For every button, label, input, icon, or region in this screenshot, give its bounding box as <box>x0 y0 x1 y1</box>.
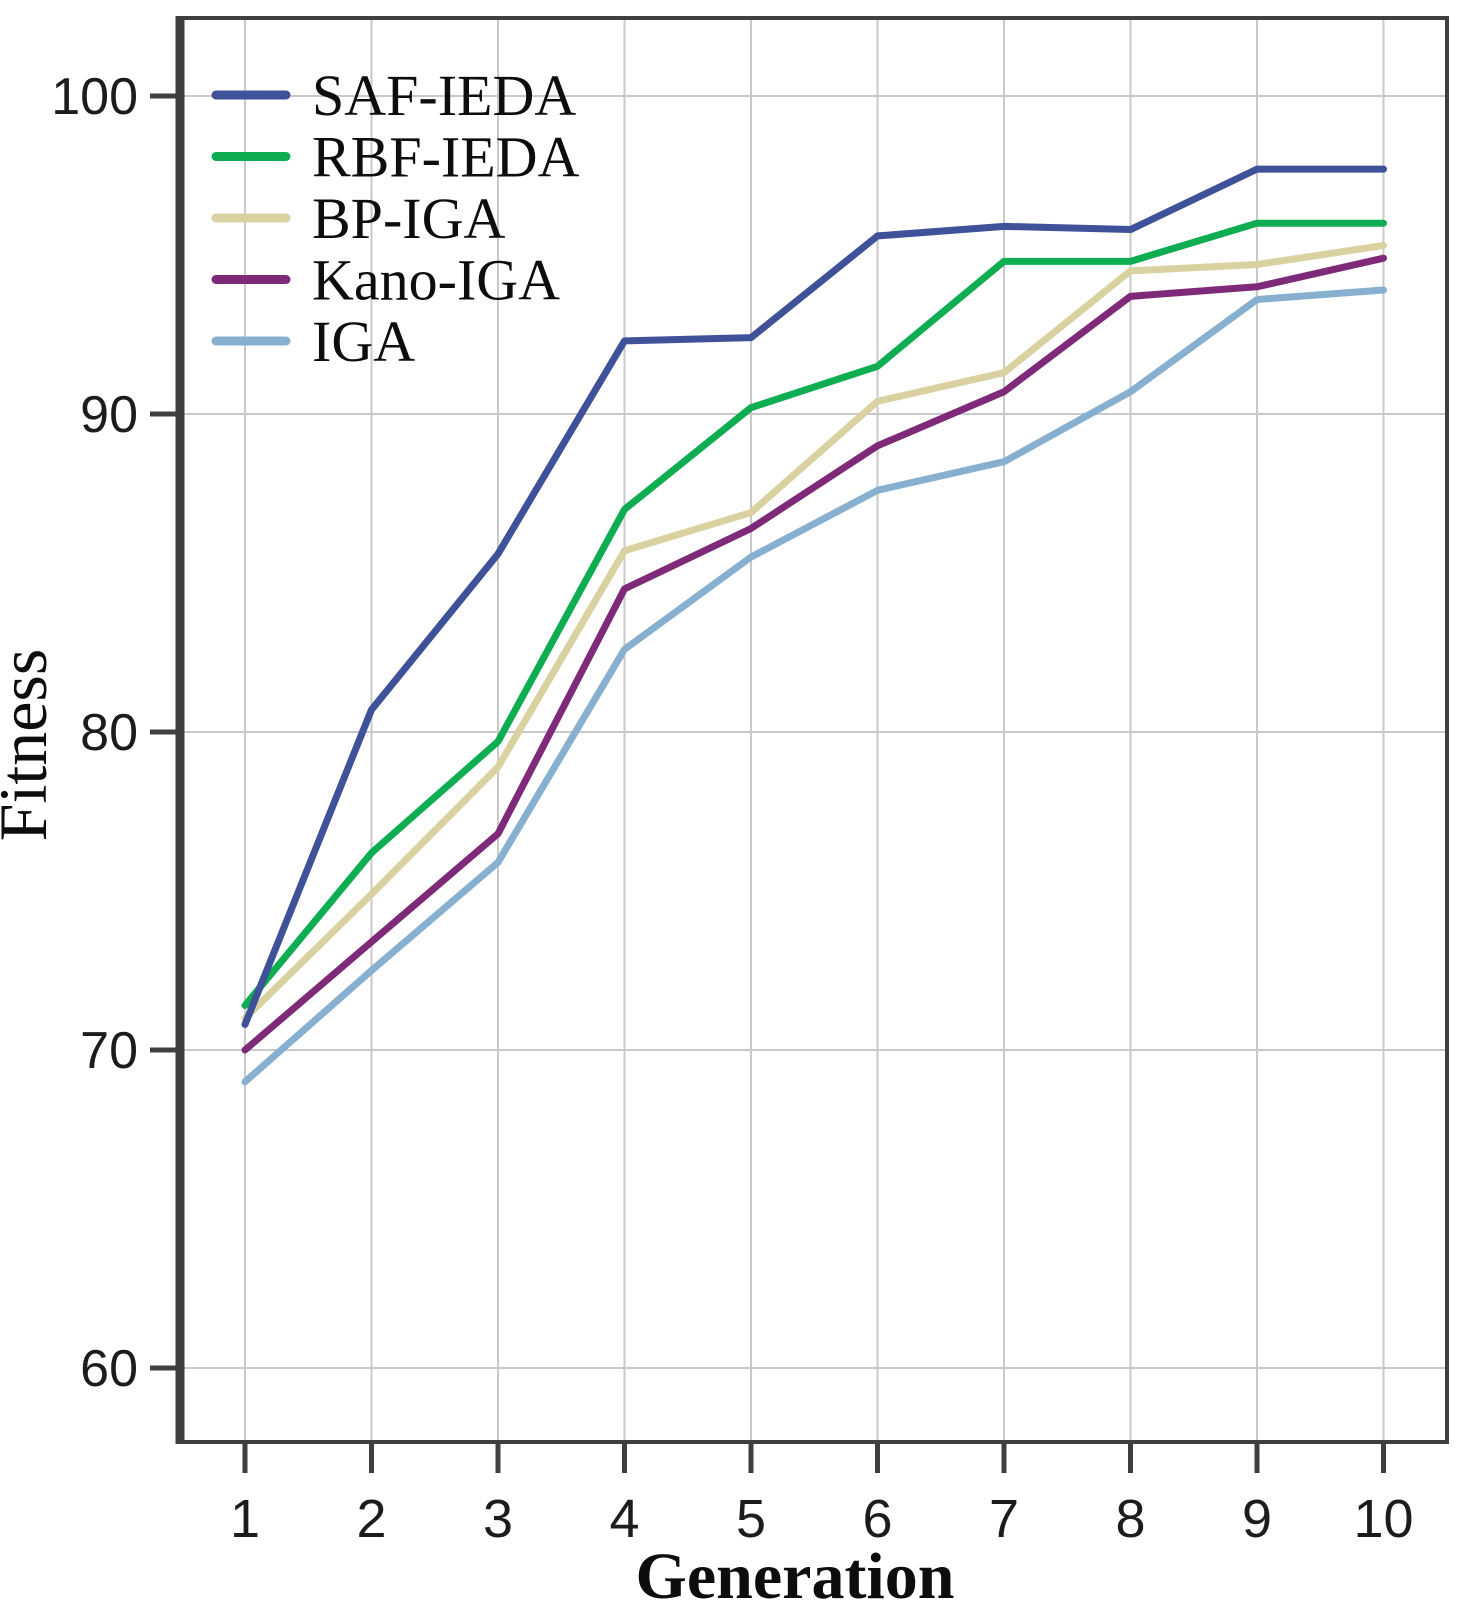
x-tick-label: 2 <box>356 1489 386 1549</box>
legend-label: RBF-IEDA <box>312 125 580 190</box>
series-lines-layer <box>241 165 1387 1086</box>
x-tick-label: 5 <box>736 1489 766 1549</box>
y-axis-title: Fitness <box>0 649 61 842</box>
y-tick-label: 80 <box>80 704 138 762</box>
series-line-kano-iga <box>241 254 1387 1054</box>
y-tick-label: 90 <box>80 386 138 444</box>
series-line-iga <box>241 286 1387 1086</box>
legend-label: BP-IGA <box>312 186 505 251</box>
x-tick-label: 10 <box>1353 1489 1413 1549</box>
plot-frame-layer <box>175 16 1449 1444</box>
x-tick-label: 3 <box>483 1489 513 1549</box>
x-tick-label: 7 <box>989 1489 1019 1549</box>
x-tick-label: 8 <box>1115 1489 1145 1549</box>
legend-item-bp-iga: BP-IGA <box>211 186 505 251</box>
series-line-saf-ieda <box>241 165 1387 1029</box>
x-tick-label: 6 <box>862 1489 892 1549</box>
x-tick-label: 4 <box>609 1489 639 1549</box>
y-tick-label: 100 <box>51 68 138 126</box>
x-tick-label: 1 <box>230 1489 260 1549</box>
legend-label: Kano-IGA <box>312 248 560 313</box>
y-tick-label: 70 <box>80 1022 138 1080</box>
legend-label: SAF-IEDA <box>312 63 576 128</box>
y-tick-label: 60 <box>80 1340 138 1398</box>
x-axis-title: Generation <box>636 1540 955 1607</box>
axis-ticks-layer: 100 90 80 70 60 1 2 3 4 5 6 7 8 9 10 <box>51 68 1413 1549</box>
gridlines-layer <box>180 18 1447 1442</box>
x-tick-label: 9 <box>1242 1489 1272 1549</box>
legend-item-kano-iga: Kano-IGA <box>211 248 560 313</box>
legend-label: IGA <box>312 309 415 374</box>
series-line-rbf-ieda <box>241 219 1387 1009</box>
legend-item-rbf-ieda: RBF-IEDA <box>211 125 580 190</box>
legend-item-saf-ieda: SAF-IEDA <box>211 63 576 128</box>
series-line-bp-iga <box>241 241 1387 1022</box>
legend-item-iga: IGA <box>211 309 415 374</box>
